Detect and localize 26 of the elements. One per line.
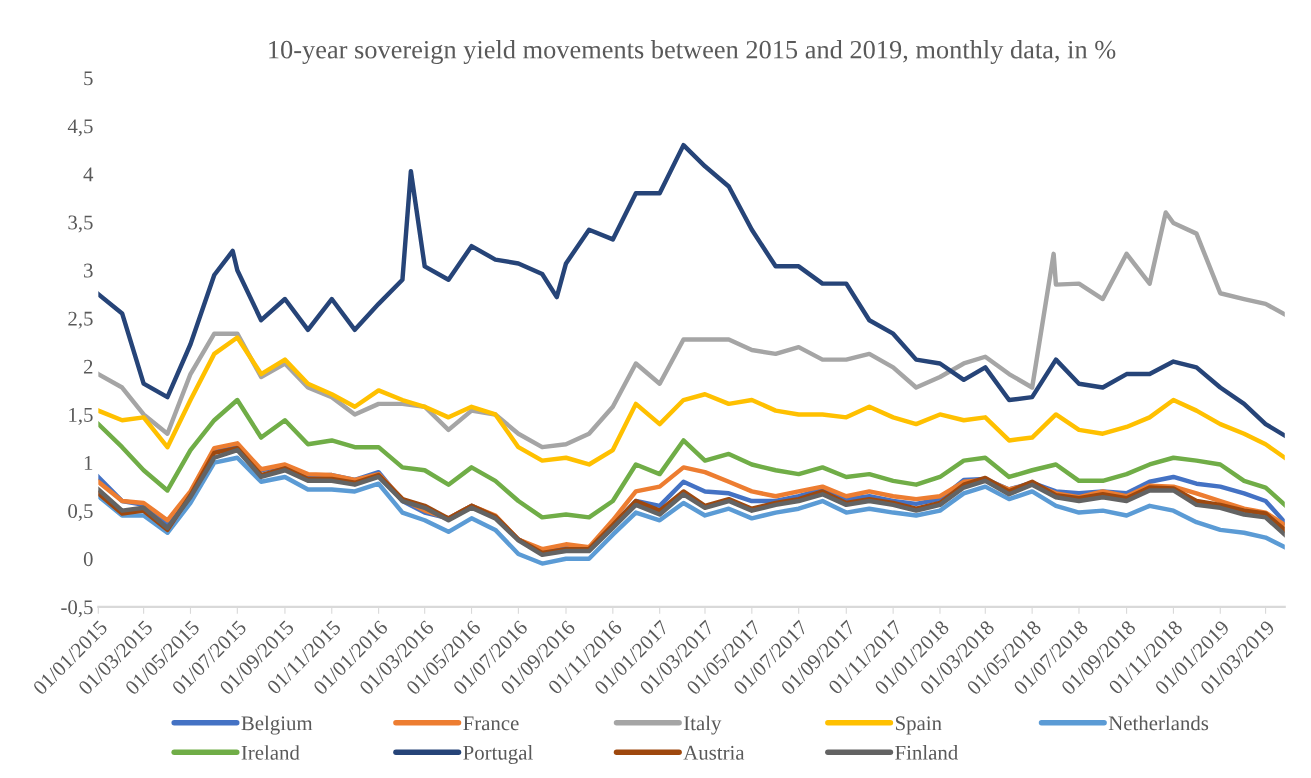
- legend-label: Austria: [683, 745, 745, 760]
- line-series: [98, 397, 1285, 520]
- y-tick-label: 5: [84, 71, 93, 86]
- y-tick-label: 2,5: [68, 311, 93, 329]
- legend-label: France: [463, 716, 519, 731]
- y-tick-label: 0: [83, 552, 93, 567]
- legend-label: Portugal: [463, 745, 533, 765]
- y-tick-label: -0,5: [61, 600, 93, 618]
- legend-label: Netherlands: [1108, 715, 1209, 731]
- legend-label: Ireland: [241, 745, 300, 760]
- y-tick-label: 3,5: [68, 215, 93, 233]
- y-tick-label: 4: [83, 167, 94, 182]
- y-tick-label: 4,5: [67, 119, 93, 137]
- y-tick-label: 1,5: [69, 407, 93, 425]
- y-tick-label: 0,5: [68, 504, 93, 522]
- chart-title: 10-year sovereign yield movements between 2015 and 2019, monthly data, in %: [269, 40, 1116, 65]
- line-series: [98, 335, 1285, 467]
- legend-label: Belgium: [241, 715, 313, 735]
- legend-label: Spain: [895, 716, 942, 735]
- y-tick-label: 1: [84, 456, 93, 470]
- y-tick-label: 2: [83, 359, 93, 374]
- line-series: [98, 142, 1285, 438]
- y-tick-label: 3: [84, 263, 93, 278]
- legend-label: Italy: [683, 715, 722, 735]
- legend-label: Finland: [895, 745, 958, 760]
- line-series: [98, 210, 1285, 450]
